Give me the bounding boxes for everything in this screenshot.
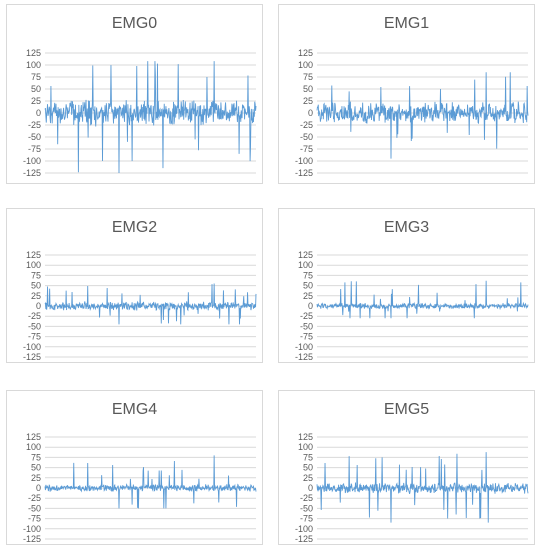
y-tick-label: 125 — [26, 432, 41, 442]
y-tick-label: -50 — [300, 503, 313, 513]
chart-title: EMG0 — [111, 15, 158, 32]
y-tick-label: 75 — [303, 72, 313, 82]
y-tick-label: 125 — [26, 250, 41, 260]
y-tick-label: 125 — [298, 250, 313, 260]
series-line — [316, 452, 529, 523]
y-tick-label: -100 — [295, 156, 313, 166]
y-tick-label: 100 — [26, 442, 41, 452]
y-tick-label: -125 — [23, 534, 41, 544]
y-tick-label: -25 — [300, 120, 313, 130]
y-tick-label: -125 — [23, 352, 41, 362]
chart-plot: 125 100 75 50 25 0 -25 -50 -75 -100 -125 — [23, 48, 257, 178]
chart-title: EMG5 — [383, 401, 430, 418]
chart-title: EMG1 — [383, 15, 430, 32]
y-tick-label: -125 — [23, 168, 41, 178]
y-tick-label: -100 — [23, 524, 41, 534]
series-line — [44, 61, 257, 174]
y-tick-label: 50 — [303, 281, 313, 291]
y-tick-label: -75 — [28, 514, 41, 524]
y-tick-label: -100 — [295, 524, 313, 534]
y-tick-label: -50 — [28, 132, 41, 142]
series-line — [44, 283, 257, 325]
chart-plot: 125 100 75 50 25 0 -25 -50 -75 -100 -125 — [295, 48, 529, 178]
chart-panel-emg0: EMG0 125 100 75 50 25 0 -25 -50 -75 -100 -125 — [6, 4, 263, 184]
y-tick-label: 125 — [298, 432, 313, 442]
chart-panel-emg2: EMG2 125 100 75 50 25 0 -25 -50 -75 -100 -125 — [6, 208, 263, 363]
chart-title: EMG4 — [111, 401, 158, 418]
y-tick-label: 25 — [303, 473, 313, 483]
y-tick-label: -100 — [295, 342, 313, 352]
y-tick-label: -50 — [300, 321, 313, 331]
y-tick-label: -125 — [295, 534, 313, 544]
y-tick-label: -25 — [28, 120, 41, 130]
y-tick-label: -100 — [23, 342, 41, 352]
y-tick-label: 25 — [303, 291, 313, 301]
y-tick-label: -75 — [28, 332, 41, 342]
y-tick-label: -125 — [295, 168, 313, 178]
y-tick-label: -50 — [300, 132, 313, 142]
y-tick-label: -25 — [28, 493, 41, 503]
y-tick-label: -25 — [300, 493, 313, 503]
chart-title: EMG2 — [111, 219, 158, 236]
y-tick-label: 0 — [36, 483, 41, 493]
y-tick-label: -50 — [28, 503, 41, 513]
y-tick-label: 100 — [26, 260, 41, 270]
y-tick-label: -125 — [295, 352, 313, 362]
y-tick-label: 0 — [36, 108, 41, 118]
y-tick-label: 125 — [298, 48, 313, 58]
chart-title: EMG3 — [383, 219, 430, 236]
y-tick-label: 75 — [31, 72, 41, 82]
y-tick-label: 50 — [31, 463, 41, 473]
y-tick-label: 25 — [303, 96, 313, 106]
y-tick-label: 75 — [31, 452, 41, 462]
y-tick-label: 100 — [298, 442, 313, 452]
y-tick-label: 25 — [31, 291, 41, 301]
y-tick-label: 100 — [298, 60, 313, 70]
y-tick-label: 0 — [36, 301, 41, 311]
y-tick-label: -50 — [28, 321, 41, 331]
y-tick-label: 50 — [31, 84, 41, 94]
y-tick-label: 25 — [31, 473, 41, 483]
y-tick-label: 0 — [308, 483, 313, 493]
y-tick-label: 50 — [31, 281, 41, 291]
y-tick-label: -75 — [300, 332, 313, 342]
chart-panel-emg3: EMG3 125 100 75 50 25 0 -25 -50 -75 -100 -125 — [278, 208, 535, 363]
y-tick-label: 75 — [31, 270, 41, 280]
series-line — [316, 72, 529, 159]
y-tick-label: 75 — [303, 270, 313, 280]
y-tick-label: 100 — [26, 60, 41, 70]
chart-panel-emg1: EMG1 125 100 75 50 25 0 -25 -50 -75 -100 -125 — [278, 4, 535, 184]
y-tick-label: 75 — [303, 452, 313, 462]
y-tick-label: 50 — [303, 84, 313, 94]
y-tick-label: 50 — [303, 463, 313, 473]
y-tick-label: -75 — [28, 144, 41, 154]
y-tick-label: -100 — [23, 156, 41, 166]
y-tick-label: -25 — [28, 311, 41, 321]
y-tick-label: 125 — [26, 48, 41, 58]
y-tick-label: 0 — [308, 301, 313, 311]
y-tick-label: 25 — [31, 96, 41, 106]
chart-panel-emg4: EMG4 125 100 75 50 25 0 -25 -50 -75 -100 -125 — [6, 390, 263, 545]
y-tick-label: -75 — [300, 514, 313, 524]
y-tick-label: 0 — [308, 108, 313, 118]
series-line — [44, 455, 257, 509]
y-tick-label: 100 — [298, 260, 313, 270]
y-tick-label: -75 — [300, 144, 313, 154]
series-line — [316, 280, 529, 319]
y-tick-label: -25 — [300, 311, 313, 321]
chart-panel-emg5: EMG5 125 100 75 50 25 0 -25 -50 -75 -100 -125 — [278, 390, 535, 545]
